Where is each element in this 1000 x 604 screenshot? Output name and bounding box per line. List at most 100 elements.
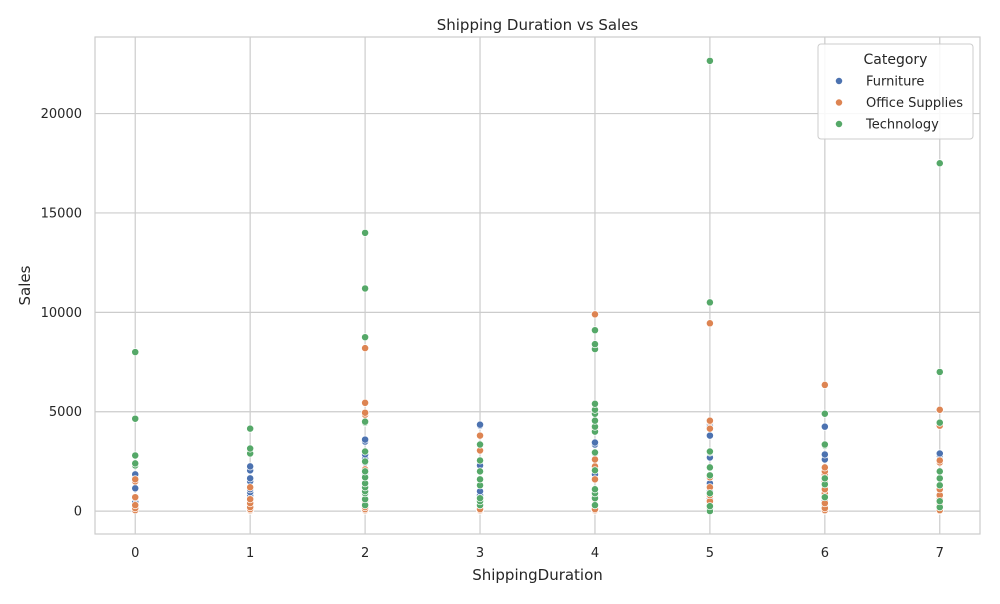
- x-tick-label: 4: [591, 546, 599, 561]
- legend-marker: [835, 120, 843, 128]
- data-point: [131, 493, 140, 502]
- data-point: [131, 475, 140, 484]
- data-point: [820, 463, 829, 472]
- data-point: [246, 483, 255, 492]
- data-point: [361, 333, 370, 342]
- data-points: [131, 56, 944, 516]
- data-point: [820, 493, 829, 502]
- y-tick-label: 0: [74, 505, 82, 520]
- x-tick-label: 0: [131, 546, 139, 561]
- data-point: [131, 484, 140, 493]
- data-point: [935, 418, 944, 427]
- data-point: [131, 459, 140, 468]
- data-point: [361, 408, 370, 417]
- data-point: [705, 471, 714, 480]
- data-point: [591, 466, 599, 475]
- y-axis-label: Sales: [16, 265, 34, 305]
- data-point: [246, 444, 255, 453]
- legend-label: Office Supplies: [866, 96, 963, 111]
- legend-marker: [835, 77, 843, 85]
- data-point: [935, 481, 944, 490]
- data-point: [361, 467, 370, 476]
- data-point: [591, 326, 599, 335]
- data-point: [361, 457, 370, 466]
- data-point: [705, 56, 714, 65]
- y-tick-label: 10000: [41, 306, 82, 321]
- data-point: [591, 310, 599, 319]
- legend-label: Technology: [865, 118, 939, 133]
- x-tick-label: 6: [821, 546, 829, 561]
- y-tick-label: 5000: [49, 405, 82, 420]
- y-tick-label: 15000: [41, 206, 82, 221]
- data-point: [361, 417, 370, 426]
- data-point: [591, 340, 599, 349]
- data-point: [361, 344, 370, 353]
- y-tick-label: 20000: [41, 107, 82, 122]
- data-point: [476, 456, 484, 465]
- data-point: [935, 368, 944, 376]
- data-point: [361, 435, 370, 444]
- data-point: [820, 450, 829, 459]
- data-point: [705, 298, 714, 307]
- data-point: [705, 489, 714, 498]
- data-point: [935, 497, 944, 506]
- data-point: [935, 456, 944, 465]
- data-point: [361, 447, 370, 456]
- data-point: [476, 475, 484, 484]
- data-point: [476, 467, 484, 476]
- data-point: [591, 399, 599, 408]
- data-point: [935, 449, 944, 458]
- series-technology: [131, 56, 944, 516]
- x-axis-label: ShippingDuration: [472, 566, 603, 584]
- x-tick-label: 2: [361, 546, 369, 561]
- data-point: [935, 405, 944, 414]
- data-point: [591, 416, 599, 425]
- data-point: [935, 474, 944, 483]
- data-point: [820, 409, 829, 418]
- data-point: [591, 455, 599, 464]
- data-point: [705, 447, 714, 456]
- data-point: [705, 502, 714, 511]
- data-point: [591, 485, 599, 494]
- data-point: [131, 348, 140, 357]
- chart-title: Shipping Duration vs Sales: [437, 16, 639, 34]
- data-point: [820, 474, 829, 483]
- data-point: [246, 474, 255, 483]
- data-point: [361, 228, 370, 237]
- data-point: [246, 462, 255, 471]
- data-point: [361, 398, 370, 407]
- x-tick-label: 3: [476, 546, 484, 561]
- x-tick-label: 1: [246, 546, 254, 561]
- tick-labels: 0 1 2 3 4 5 6 7 0 5000 10000 15000 20000: [41, 107, 944, 561]
- data-point: [361, 284, 370, 293]
- data-point: [246, 424, 255, 433]
- data-point: [131, 451, 140, 460]
- legend-title: Category: [864, 52, 928, 68]
- legend-label: Furniture: [866, 75, 924, 90]
- data-point: [476, 420, 484, 429]
- data-point: [705, 463, 714, 472]
- data-point: [820, 380, 829, 389]
- data-point: [820, 440, 829, 449]
- legend-marker: [835, 98, 843, 107]
- data-point: [476, 494, 484, 503]
- data-point: [591, 501, 599, 510]
- data-point: [246, 495, 255, 504]
- data-point: [591, 475, 599, 484]
- legend-box: [817, 43, 974, 140]
- x-tick-label: 7: [936, 546, 944, 561]
- data-point: [935, 159, 944, 168]
- data-point: [820, 422, 829, 431]
- x-tick-label: 5: [706, 546, 714, 561]
- data-point: [476, 431, 484, 440]
- data-point: [131, 414, 140, 423]
- data-point: [476, 440, 484, 449]
- data-point: [705, 416, 714, 425]
- data-point: [705, 424, 714, 433]
- data-point: [591, 448, 599, 457]
- legend: Category Furniture Office Supplies Technol…: [817, 43, 974, 140]
- plot-frame: [94, 36, 981, 535]
- data-point: [131, 501, 140, 510]
- data-point: [705, 431, 714, 440]
